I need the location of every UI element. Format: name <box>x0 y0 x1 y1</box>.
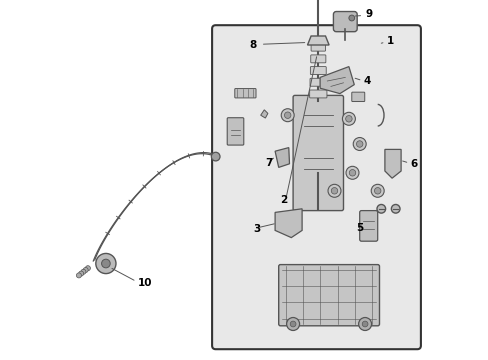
FancyBboxPatch shape <box>292 95 343 211</box>
Text: 3: 3 <box>253 224 260 234</box>
Circle shape <box>286 318 299 330</box>
Circle shape <box>374 188 380 194</box>
Circle shape <box>376 204 385 213</box>
Circle shape <box>85 266 90 271</box>
Circle shape <box>370 184 384 197</box>
FancyBboxPatch shape <box>309 90 326 98</box>
Text: 8: 8 <box>249 40 257 50</box>
Circle shape <box>362 321 367 327</box>
Circle shape <box>356 141 362 147</box>
FancyBboxPatch shape <box>309 78 326 86</box>
FancyBboxPatch shape <box>351 92 364 102</box>
Text: 10: 10 <box>138 278 152 288</box>
Circle shape <box>289 321 295 327</box>
FancyBboxPatch shape <box>278 265 379 326</box>
FancyBboxPatch shape <box>234 89 256 98</box>
Text: 9: 9 <box>365 9 371 19</box>
Circle shape <box>79 271 83 276</box>
Circle shape <box>81 269 86 274</box>
Polygon shape <box>384 149 400 178</box>
Circle shape <box>96 253 116 274</box>
FancyBboxPatch shape <box>227 118 244 145</box>
Circle shape <box>76 273 81 278</box>
Text: 1: 1 <box>386 36 393 46</box>
Circle shape <box>342 112 355 125</box>
FancyBboxPatch shape <box>310 67 325 75</box>
FancyBboxPatch shape <box>310 55 325 63</box>
FancyBboxPatch shape <box>212 25 420 349</box>
Circle shape <box>390 204 399 213</box>
Circle shape <box>83 267 88 273</box>
Circle shape <box>281 109 294 122</box>
FancyBboxPatch shape <box>310 43 325 51</box>
Text: 4: 4 <box>363 76 370 86</box>
Polygon shape <box>320 67 354 94</box>
Polygon shape <box>307 36 328 45</box>
Circle shape <box>211 152 220 161</box>
Circle shape <box>330 188 337 194</box>
Circle shape <box>352 138 366 150</box>
Text: 5: 5 <box>355 222 363 233</box>
Circle shape <box>348 15 354 21</box>
Polygon shape <box>260 110 267 118</box>
Circle shape <box>358 318 371 330</box>
Circle shape <box>327 184 340 197</box>
Polygon shape <box>275 148 289 167</box>
FancyBboxPatch shape <box>359 211 377 241</box>
Text: 2: 2 <box>280 195 287 205</box>
Text: 7: 7 <box>265 158 272 168</box>
Polygon shape <box>275 209 302 238</box>
Circle shape <box>348 170 355 176</box>
Circle shape <box>284 112 290 118</box>
Circle shape <box>102 259 110 268</box>
Circle shape <box>346 166 358 179</box>
Circle shape <box>345 116 351 122</box>
FancyBboxPatch shape <box>333 12 356 32</box>
Text: 6: 6 <box>409 159 416 169</box>
